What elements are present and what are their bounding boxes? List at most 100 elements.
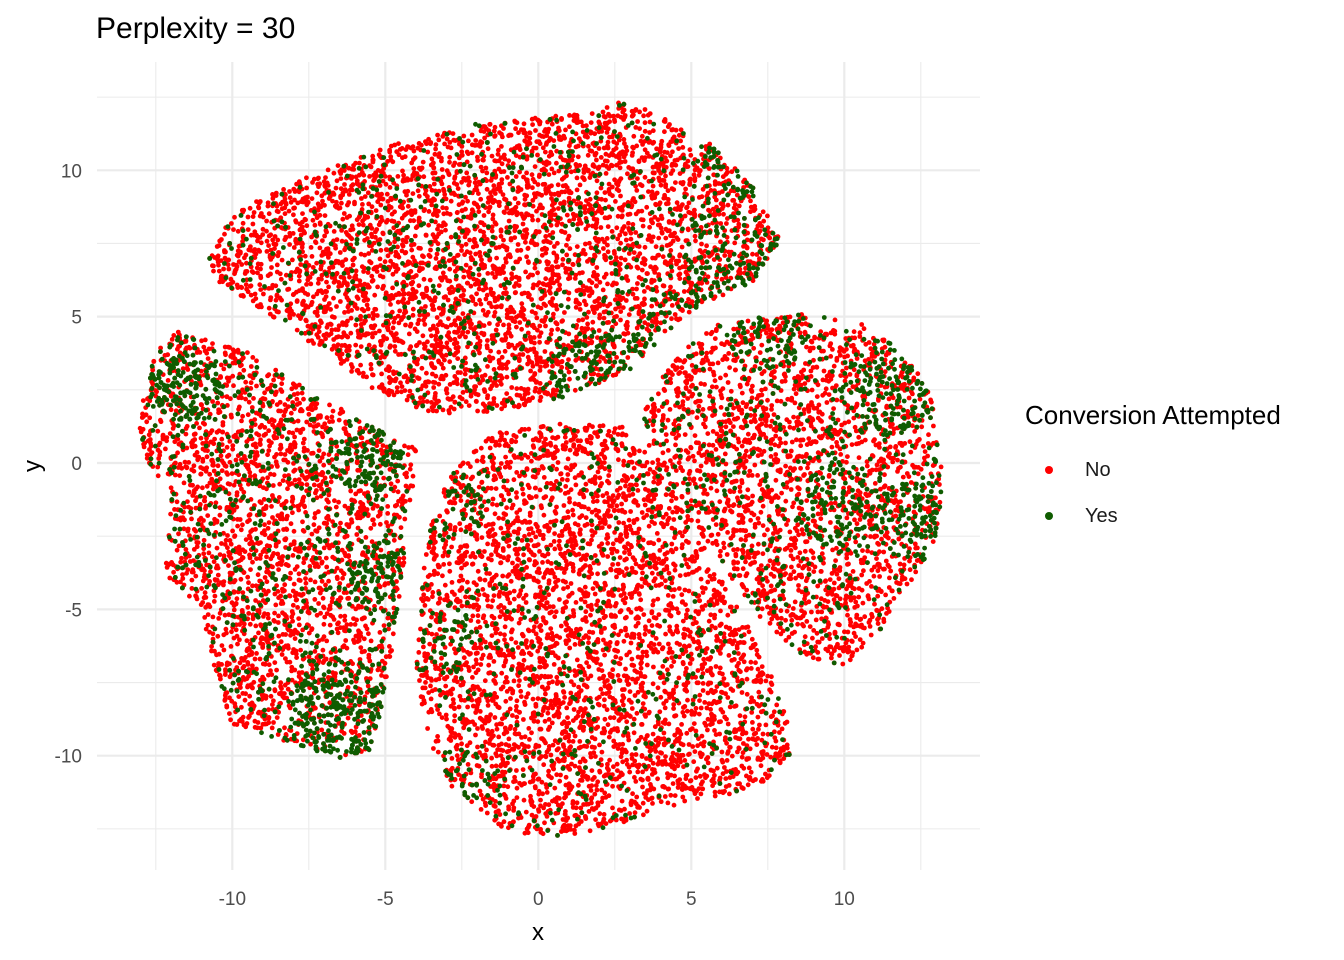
point-no: [410, 286, 416, 292]
point-no: [241, 207, 247, 213]
point-no: [420, 266, 425, 271]
point-no: [525, 290, 531, 296]
point-no: [258, 261, 264, 267]
point-no: [476, 286, 482, 292]
point-no: [584, 123, 589, 129]
point-no: [549, 121, 555, 127]
point-no: [350, 262, 356, 268]
point-no: [539, 295, 545, 301]
point-no: [615, 213, 621, 219]
point-no: [257, 199, 263, 204]
point-no: [499, 161, 505, 167]
point-no: [254, 303, 260, 309]
point-no: [533, 229, 539, 234]
point-no: [432, 295, 438, 301]
point-no: [377, 256, 383, 262]
point-no: [531, 335, 537, 340]
point-no: [587, 278, 592, 283]
point-no: [473, 301, 479, 307]
point-no: [529, 309, 535, 314]
point-no: [641, 113, 646, 119]
point-no: [431, 212, 436, 217]
point-no: [328, 331, 334, 337]
point-no: [326, 251, 331, 257]
point-no: [548, 331, 554, 337]
point-no: [530, 198, 536, 203]
point-no: [658, 320, 664, 326]
point-no: [647, 224, 652, 230]
point-no: [423, 232, 429, 238]
point-no: [469, 257, 474, 263]
point-no: [499, 303, 504, 308]
point-no: [324, 246, 329, 252]
point-no: [543, 190, 549, 196]
point-no: [477, 338, 483, 344]
point-no: [477, 141, 483, 146]
point-no: [322, 233, 327, 239]
point-no: [390, 325, 396, 331]
point-no: [590, 163, 596, 169]
point-no: [481, 129, 487, 134]
point-no: [281, 187, 286, 192]
point-no: [681, 289, 687, 294]
point-no: [334, 178, 340, 184]
point-no: [581, 170, 587, 175]
point-no: [549, 327, 555, 333]
point-no: [484, 343, 490, 348]
point-no: [322, 213, 328, 219]
point-no: [535, 152, 540, 158]
point-no: [482, 312, 488, 317]
point-no: [498, 381, 504, 387]
point-no: [560, 257, 566, 262]
point-no: [650, 183, 656, 189]
point-no: [454, 330, 460, 335]
point-no: [515, 242, 521, 247]
point-no: [421, 174, 427, 180]
point-no: [524, 231, 530, 237]
point-no: [452, 318, 458, 323]
point-no: [669, 127, 675, 133]
point-no: [348, 362, 354, 367]
point-no: [491, 399, 497, 405]
point-no: [586, 201, 591, 207]
point-no: [335, 342, 341, 348]
point-no: [440, 174, 446, 180]
point-no: [567, 376, 572, 382]
point-no: [604, 158, 610, 164]
point-no: [637, 305, 642, 311]
point-no: [440, 344, 446, 350]
point-no: [268, 295, 274, 300]
point-no: [282, 402, 288, 407]
point-no: [678, 204, 684, 210]
point-no: [732, 240, 738, 246]
point-no: [283, 235, 289, 241]
point-no: [686, 200, 692, 206]
point-no: [362, 237, 367, 243]
point-no: [444, 340, 450, 346]
point-no: [525, 361, 530, 367]
point-no: [311, 176, 317, 182]
point-no: [684, 204, 690, 210]
point-no: [600, 162, 606, 168]
point-no: [227, 439, 233, 444]
point-no: [524, 134, 529, 139]
point-no: [323, 336, 328, 342]
point-no: [222, 249, 227, 255]
point-no: [573, 299, 579, 305]
point-no: [390, 566, 396, 572]
point-no: [320, 647, 326, 653]
point-no: [387, 380, 393, 386]
point-no: [551, 244, 557, 249]
point-no: [303, 198, 309, 204]
point-no: [316, 175, 321, 181]
point-no: [570, 262, 576, 267]
point-no: [331, 170, 337, 176]
point-no: [211, 268, 216, 274]
point-no: [323, 175, 328, 181]
point-no: [521, 307, 527, 313]
point-no: [596, 296, 602, 301]
point-no: [546, 172, 552, 178]
point-no: [678, 127, 684, 133]
point-no: [392, 209, 397, 215]
point-no: [439, 167, 445, 172]
